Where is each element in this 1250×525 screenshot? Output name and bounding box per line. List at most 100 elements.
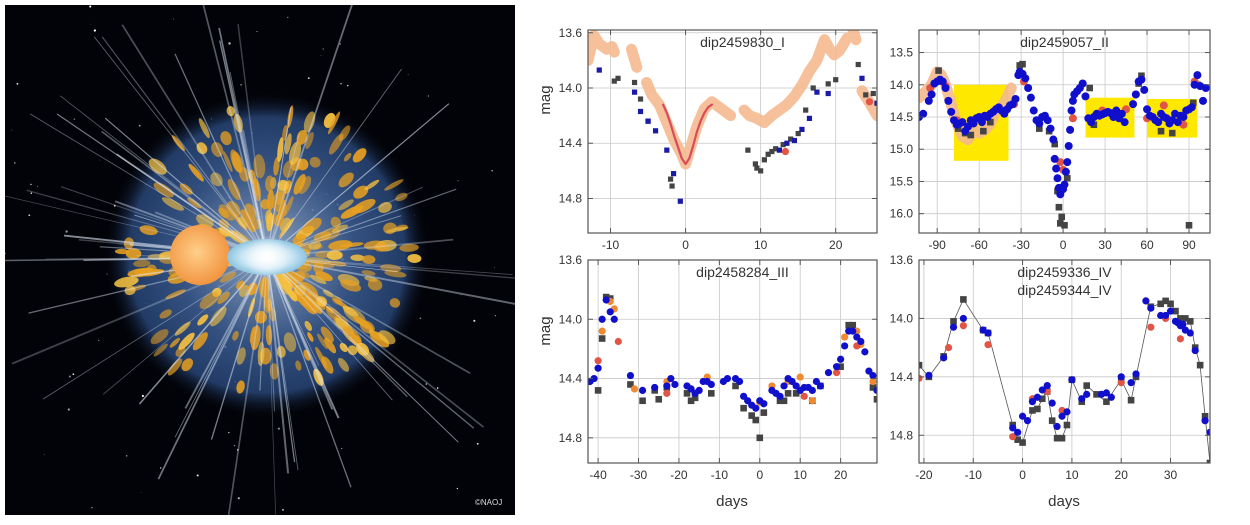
- ejecta-clump: [165, 289, 186, 300]
- y-tick-label: 14.0: [890, 311, 914, 325]
- data-point: [873, 386, 877, 394]
- ejecta-clump: [179, 183, 193, 195]
- star-dot: [89, 5, 92, 8]
- data-point: [1147, 304, 1155, 312]
- y-tick-label: 14.4: [559, 372, 583, 386]
- data-point: [1048, 417, 1056, 424]
- data-point: [631, 89, 638, 95]
- plot-frame: [587, 259, 878, 464]
- data-point: [687, 397, 695, 405]
- light-ray: [266, 256, 352, 488]
- data-point: [1011, 94, 1020, 103]
- data-point: [1189, 99, 1197, 107]
- data-point: [799, 126, 805, 133]
- ejecta-clump: [338, 172, 354, 188]
- ejecta-clump: [192, 332, 208, 351]
- ejecta-clump: [239, 167, 250, 182]
- x-tick-label: 30: [1098, 238, 1112, 252]
- data-point: [652, 128, 659, 134]
- panel-2: -90 -60 -30 0 30 60 90 13.5 14.0 14.5 15.0 15.5 16.0…: [890, 29, 1211, 252]
- ejecta-clump: [196, 142, 208, 155]
- data-point: [1086, 84, 1093, 92]
- light-ray: [266, 256, 471, 374]
- series-gray: [611, 61, 876, 189]
- panel-3: -40 -30 -20 -10 0 10 20 13.6 14.0 14.4 14.8 dip2458…: [559, 253, 878, 482]
- data-point: [980, 127, 987, 135]
- data-point: [873, 395, 877, 403]
- panel-4: -20 -10 0 10 20 30 13.6 14.0 14.4 14.8 dip2459336_…: [890, 253, 1211, 482]
- data-point: [671, 380, 679, 389]
- light-ray: [157, 256, 268, 480]
- ejecta-clump: [378, 202, 392, 213]
- data-point: [754, 165, 760, 171]
- x-tick-label: -40: [589, 468, 607, 482]
- data-point: [1019, 60, 1026, 68]
- data-point: [598, 315, 606, 323]
- x-tick-label: -20: [670, 468, 688, 482]
- y-tick-label: 14.8: [890, 428, 914, 442]
- data-point: [784, 390, 792, 397]
- data-point: [1046, 124, 1055, 133]
- data-point: [1157, 300, 1164, 308]
- data-point: [596, 67, 602, 73]
- ejecta-clump: [307, 332, 314, 342]
- light-ray: [60, 186, 268, 258]
- data-point: [627, 381, 634, 388]
- data-point: [1172, 307, 1179, 315]
- panel-title: dip2458284_III: [696, 264, 789, 280]
- nova-illustration: ©NAOJ: [0, 0, 529, 525]
- ejecta-clump: [161, 197, 184, 211]
- data-point: [638, 386, 647, 394]
- star-dot: [228, 42, 231, 45]
- y-tick-label: 14.8: [559, 191, 583, 205]
- y-tick-label: 13.6: [559, 253, 583, 267]
- data-point: [1137, 75, 1146, 84]
- light-ray: [259, 256, 268, 391]
- y-tick-label: 14.0: [559, 81, 583, 95]
- data-point: [1081, 92, 1090, 101]
- ejecta-clump: [114, 248, 130, 255]
- data-point: [865, 98, 874, 106]
- data-point: [748, 412, 755, 419]
- data-point: [594, 357, 602, 365]
- data-point: [1058, 412, 1066, 420]
- data-point: [1117, 373, 1125, 381]
- data-point: [773, 146, 779, 152]
- data-point: [695, 386, 703, 394]
- data-layer: [919, 60, 1210, 229]
- panel-title: dip2459336_IV: [1017, 264, 1112, 280]
- data-layer: [588, 293, 877, 442]
- ejecta-clump: [277, 137, 284, 163]
- light-ray: [266, 256, 334, 410]
- data-point: [1053, 434, 1061, 442]
- data-point: [590, 374, 598, 383]
- data-point: [1064, 142, 1073, 150]
- data-point: [944, 344, 953, 352]
- ejecta-clump: [295, 360, 302, 371]
- ejecta-clump: [326, 250, 343, 261]
- ejecta-clump: [364, 179, 380, 191]
- data-point: [1061, 167, 1070, 176]
- y-tick-label: 13.6: [890, 253, 914, 267]
- data-point: [1049, 135, 1058, 144]
- star-dot: [491, 170, 493, 172]
- ejecta-clump: [174, 321, 191, 336]
- data-point: [810, 85, 816, 91]
- star-dot: [494, 267, 495, 268]
- x-tick-label: 30: [1164, 468, 1178, 482]
- star-dot: [476, 442, 479, 445]
- data-point: [610, 315, 618, 323]
- ejecta-clump: [247, 282, 258, 296]
- ejecta-clump: [309, 156, 321, 168]
- data-point: [1063, 158, 1072, 167]
- central-glow: [245, 235, 289, 279]
- data-point: [1103, 398, 1110, 405]
- data-point: [1206, 428, 1210, 436]
- data-point: [606, 308, 614, 316]
- ejecta-clump: [369, 331, 390, 348]
- data-point: [987, 118, 994, 126]
- light-ray: [101, 130, 268, 258]
- data-point: [1024, 84, 1033, 92]
- data-point: [795, 130, 801, 137]
- data-point: [1033, 393, 1041, 401]
